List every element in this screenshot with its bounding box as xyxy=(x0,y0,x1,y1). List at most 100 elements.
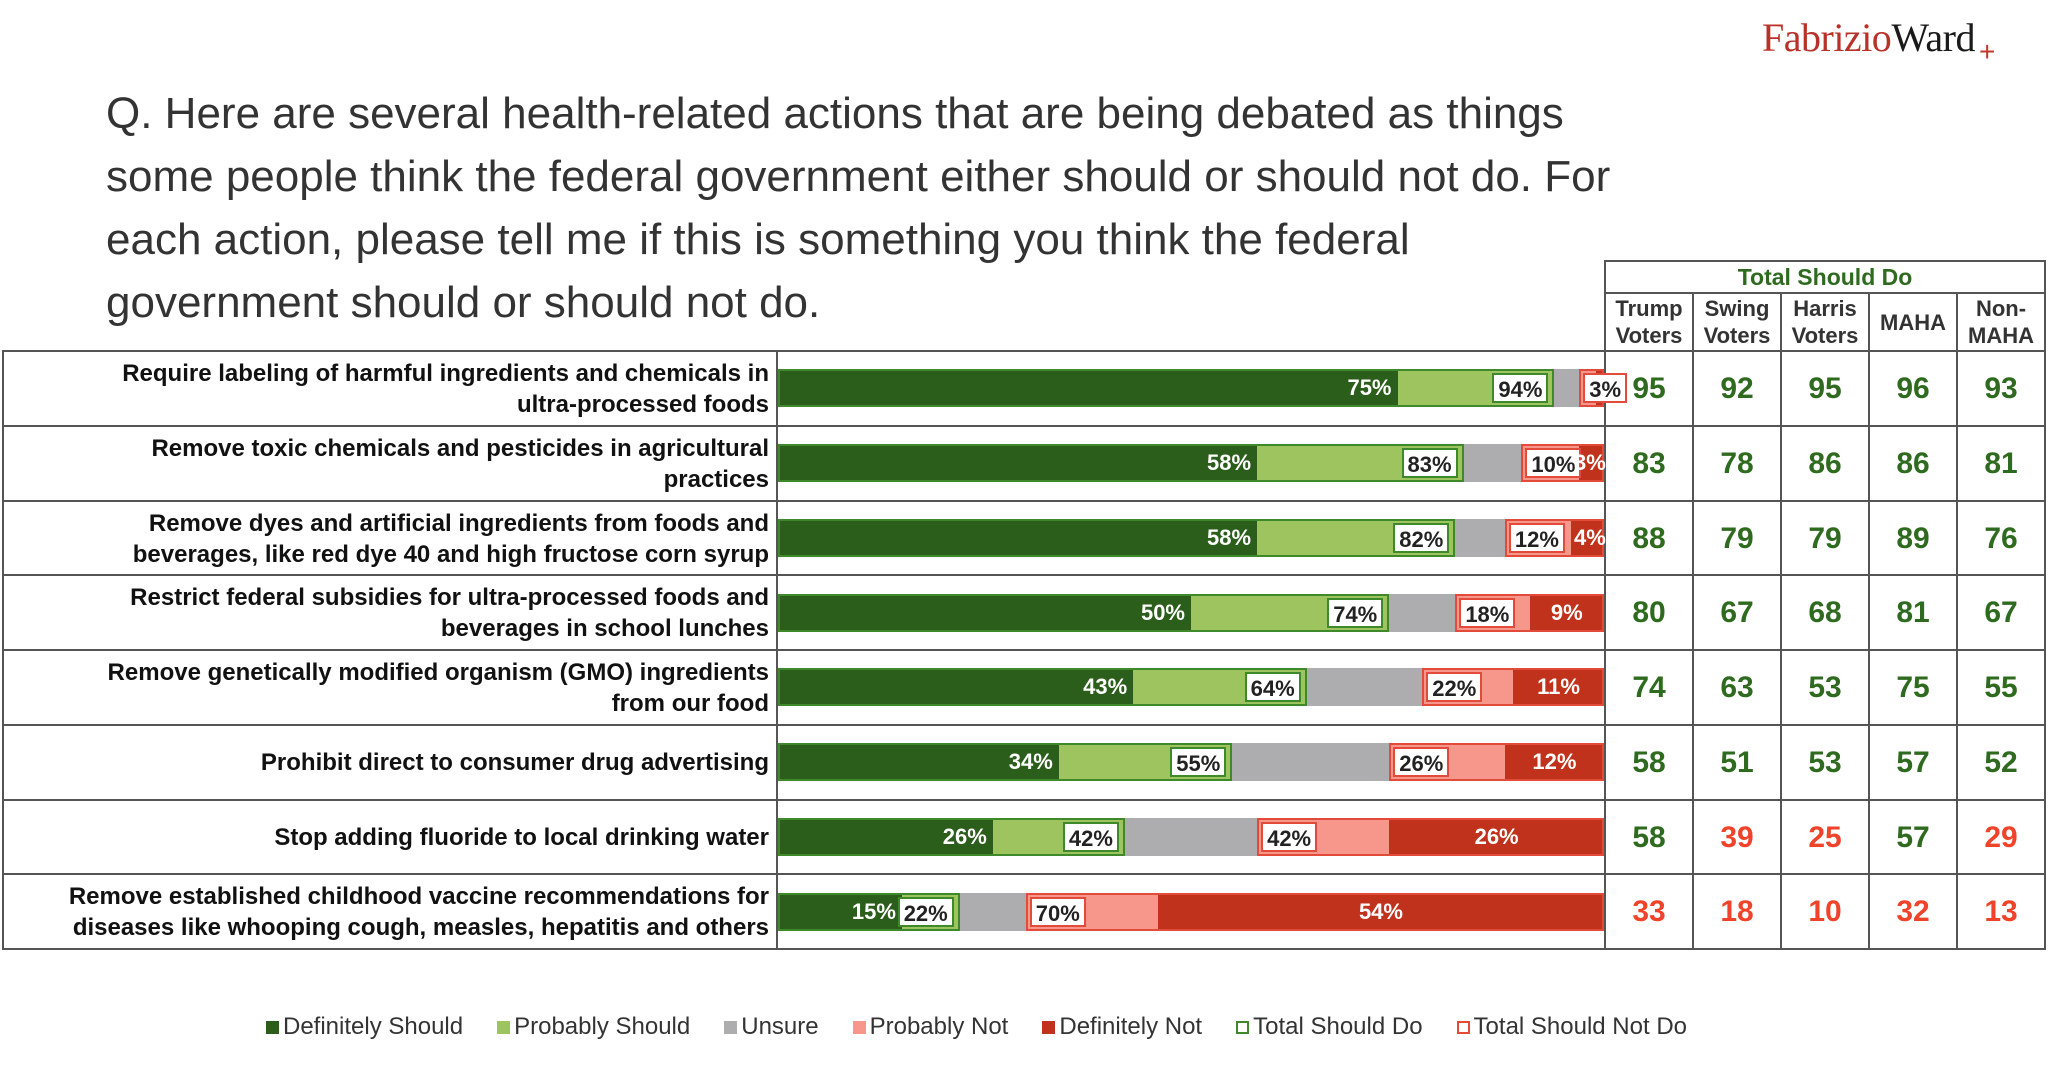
data-label-total-should-do: 22% xyxy=(897,897,954,927)
grid-line-horizontal xyxy=(1604,260,2045,262)
subgroup-value-cell: 18 xyxy=(1720,894,1754,928)
subgroup-value-cell: 58 xyxy=(1632,745,1666,779)
subgroup-value-cell: 92 xyxy=(1720,371,1754,405)
legend-swatch-total-should-do xyxy=(1236,1020,1250,1034)
question-line: Q. Here are several health-related actio… xyxy=(106,89,1564,138)
legend-item-definitely-not: Definitely Not xyxy=(1042,1013,1202,1041)
grid-line-vertical xyxy=(1868,292,1870,950)
column-header-line: Voters xyxy=(1703,323,1771,348)
column-header-line: Non- xyxy=(1975,296,2027,321)
subgroup-value-cell: 86 xyxy=(1808,446,1842,480)
data-label-total-should-not-do: 26% xyxy=(1393,747,1450,777)
data-label-total-should-not-do: 42% xyxy=(1261,822,1318,852)
legend-label: Total Should Not Do xyxy=(1473,1013,1688,1040)
logo-part-2: Ward xyxy=(1891,15,1975,60)
question-text: Q. Here are several health-related actio… xyxy=(106,82,1806,334)
total-should-do-outline xyxy=(778,444,1464,482)
row-label: Remove toxic chemicals and pesticides in… xyxy=(8,427,769,500)
bar-segment-definitely-should xyxy=(778,594,1191,632)
row-label-line: practices xyxy=(663,465,769,493)
total-should-not-do-outline xyxy=(1504,519,1604,557)
data-label-definitely-not: 54% xyxy=(1358,899,1403,924)
data-label-definitely-should: 43% xyxy=(1083,674,1128,699)
subgroup-value-cell: 67 xyxy=(1720,595,1754,629)
data-label-definitely-not: 3% xyxy=(1574,450,1606,475)
subgroup-column-header: Swing Voters xyxy=(1694,294,1780,350)
legend-swatch-probably-should xyxy=(497,1020,511,1034)
data-label-definitely-not: 9% xyxy=(1550,600,1583,625)
subgroup-value-cell: 76 xyxy=(1984,521,2018,555)
row-label-text: Remove genetically modified organism (GM… xyxy=(108,657,769,719)
bar-segment-definitely-should xyxy=(778,519,1258,557)
column-header-line: Voters xyxy=(1615,323,1683,348)
data-label-total-should-do: 55% xyxy=(1170,747,1227,777)
bar-segment-definitely-should xyxy=(778,743,1059,781)
grid-line-horizontal xyxy=(2,649,2045,651)
total-should-not-do-outline xyxy=(1257,818,1604,856)
grid-line-vertical xyxy=(1604,260,1606,950)
row-label-line: Require labeling of harmful ingredients … xyxy=(122,359,769,387)
chart-legend: Definitely Should Probably Should Unsure… xyxy=(266,1013,1721,1041)
logo-part-1: Fabrizio xyxy=(1762,15,1892,60)
bar-segment-definitely-should xyxy=(778,818,993,856)
row-label-text: Restrict federal subsidies for ultra-pro… xyxy=(130,582,769,644)
data-label-total-should-not-do: 22% xyxy=(1426,672,1483,702)
data-label-total-should-do: 83% xyxy=(1401,448,1458,478)
subgroup-value-cell: 55 xyxy=(1984,670,2018,704)
subgroup-value-cell: 93 xyxy=(1984,371,2018,405)
subgroup-value-cell: 57 xyxy=(1896,745,1930,779)
row-label-line: beverages, like red dye 40 and high fruc… xyxy=(132,540,769,568)
data-label-total-should-do: 94% xyxy=(1492,373,1549,403)
row-label: Prohibit direct to consumer drug adverti… xyxy=(8,726,769,799)
subgroup-value-cell: 33 xyxy=(1632,894,1666,928)
legend-label: Probably Not xyxy=(869,1013,1009,1040)
subgroup-value-cell: 81 xyxy=(1984,446,2018,480)
data-label-definitely-not: 4% xyxy=(1574,525,1606,550)
column-header-line: MAHA xyxy=(1880,309,1946,335)
grid-line-horizontal xyxy=(2,799,2045,801)
bar-segment-unsure xyxy=(1306,668,1423,706)
subgroup-value-cell: 29 xyxy=(1984,820,2018,854)
data-label-definitely-not: 26% xyxy=(1474,824,1519,849)
data-label-total-should-not-do: 70% xyxy=(1029,897,1086,927)
subgroup-value-cell: 68 xyxy=(1808,595,1842,629)
subgroup-value-cell: 39 xyxy=(1720,820,1754,854)
row-label-text: Require labeling of harmful ingredients … xyxy=(122,358,769,420)
subgroup-value-cell: 79 xyxy=(1808,521,1842,555)
subgroup-value-cell: 95 xyxy=(1808,371,1842,405)
bar-segment-unsure xyxy=(1455,519,1505,557)
bar-segment-definitely-not xyxy=(1157,893,1604,931)
column-header-line: Trump xyxy=(1615,296,1683,321)
subgroup-value-cell: 74 xyxy=(1632,670,1666,704)
subgroup-value-cell: 13 xyxy=(1984,894,2018,928)
row-label-line: Prohibit direct to consumer drug adverti… xyxy=(260,749,769,776)
subgroup-value-cell: 25 xyxy=(1808,820,1842,854)
subgroup-value-cell: 81 xyxy=(1896,595,1930,629)
total-should-do-outline xyxy=(778,743,1233,781)
row-label-line: Remove toxic chemicals and pesticides in… xyxy=(151,434,769,462)
total-should-not-do-outline xyxy=(1422,668,1604,706)
legend-label: Probably Should xyxy=(514,1013,691,1040)
column-header-label: MAHA xyxy=(1880,309,1946,336)
column-header-label: Non- MAHA xyxy=(1968,295,2034,349)
subgroup-value-cell: 58 xyxy=(1632,820,1666,854)
total-should-do-outline xyxy=(778,893,960,931)
subgroup-value-cell: 78 xyxy=(1720,446,1754,480)
subgroup-column-header: Harris Voters xyxy=(1782,294,1868,350)
grid-line-horizontal xyxy=(2,500,2045,502)
legend-label: Definitely Should xyxy=(283,1013,464,1040)
subgroup-value-cell: 80 xyxy=(1632,595,1666,629)
bar-segment-definitely-not xyxy=(1529,594,1604,632)
row-label-line: beverages in school lunches xyxy=(440,614,769,642)
row-label: Stop adding fluoride to local drinking w… xyxy=(8,801,769,874)
data-label-definitely-should: 50% xyxy=(1140,600,1185,625)
column-header-line: Harris xyxy=(1793,296,1857,321)
data-label-definitely-not: 12% xyxy=(1532,749,1577,774)
question-line: government should or should not do. xyxy=(106,278,821,327)
row-label: Remove genetically modified organism (GM… xyxy=(8,651,769,724)
row-label-line: Remove dyes and artificial ingredients f… xyxy=(148,509,769,537)
bar-segment-definitely-not xyxy=(1504,743,1604,781)
bar-segment-unsure xyxy=(1124,818,1258,856)
bar-segment-unsure xyxy=(1463,444,1522,482)
row-label-line: from our food xyxy=(611,689,769,717)
